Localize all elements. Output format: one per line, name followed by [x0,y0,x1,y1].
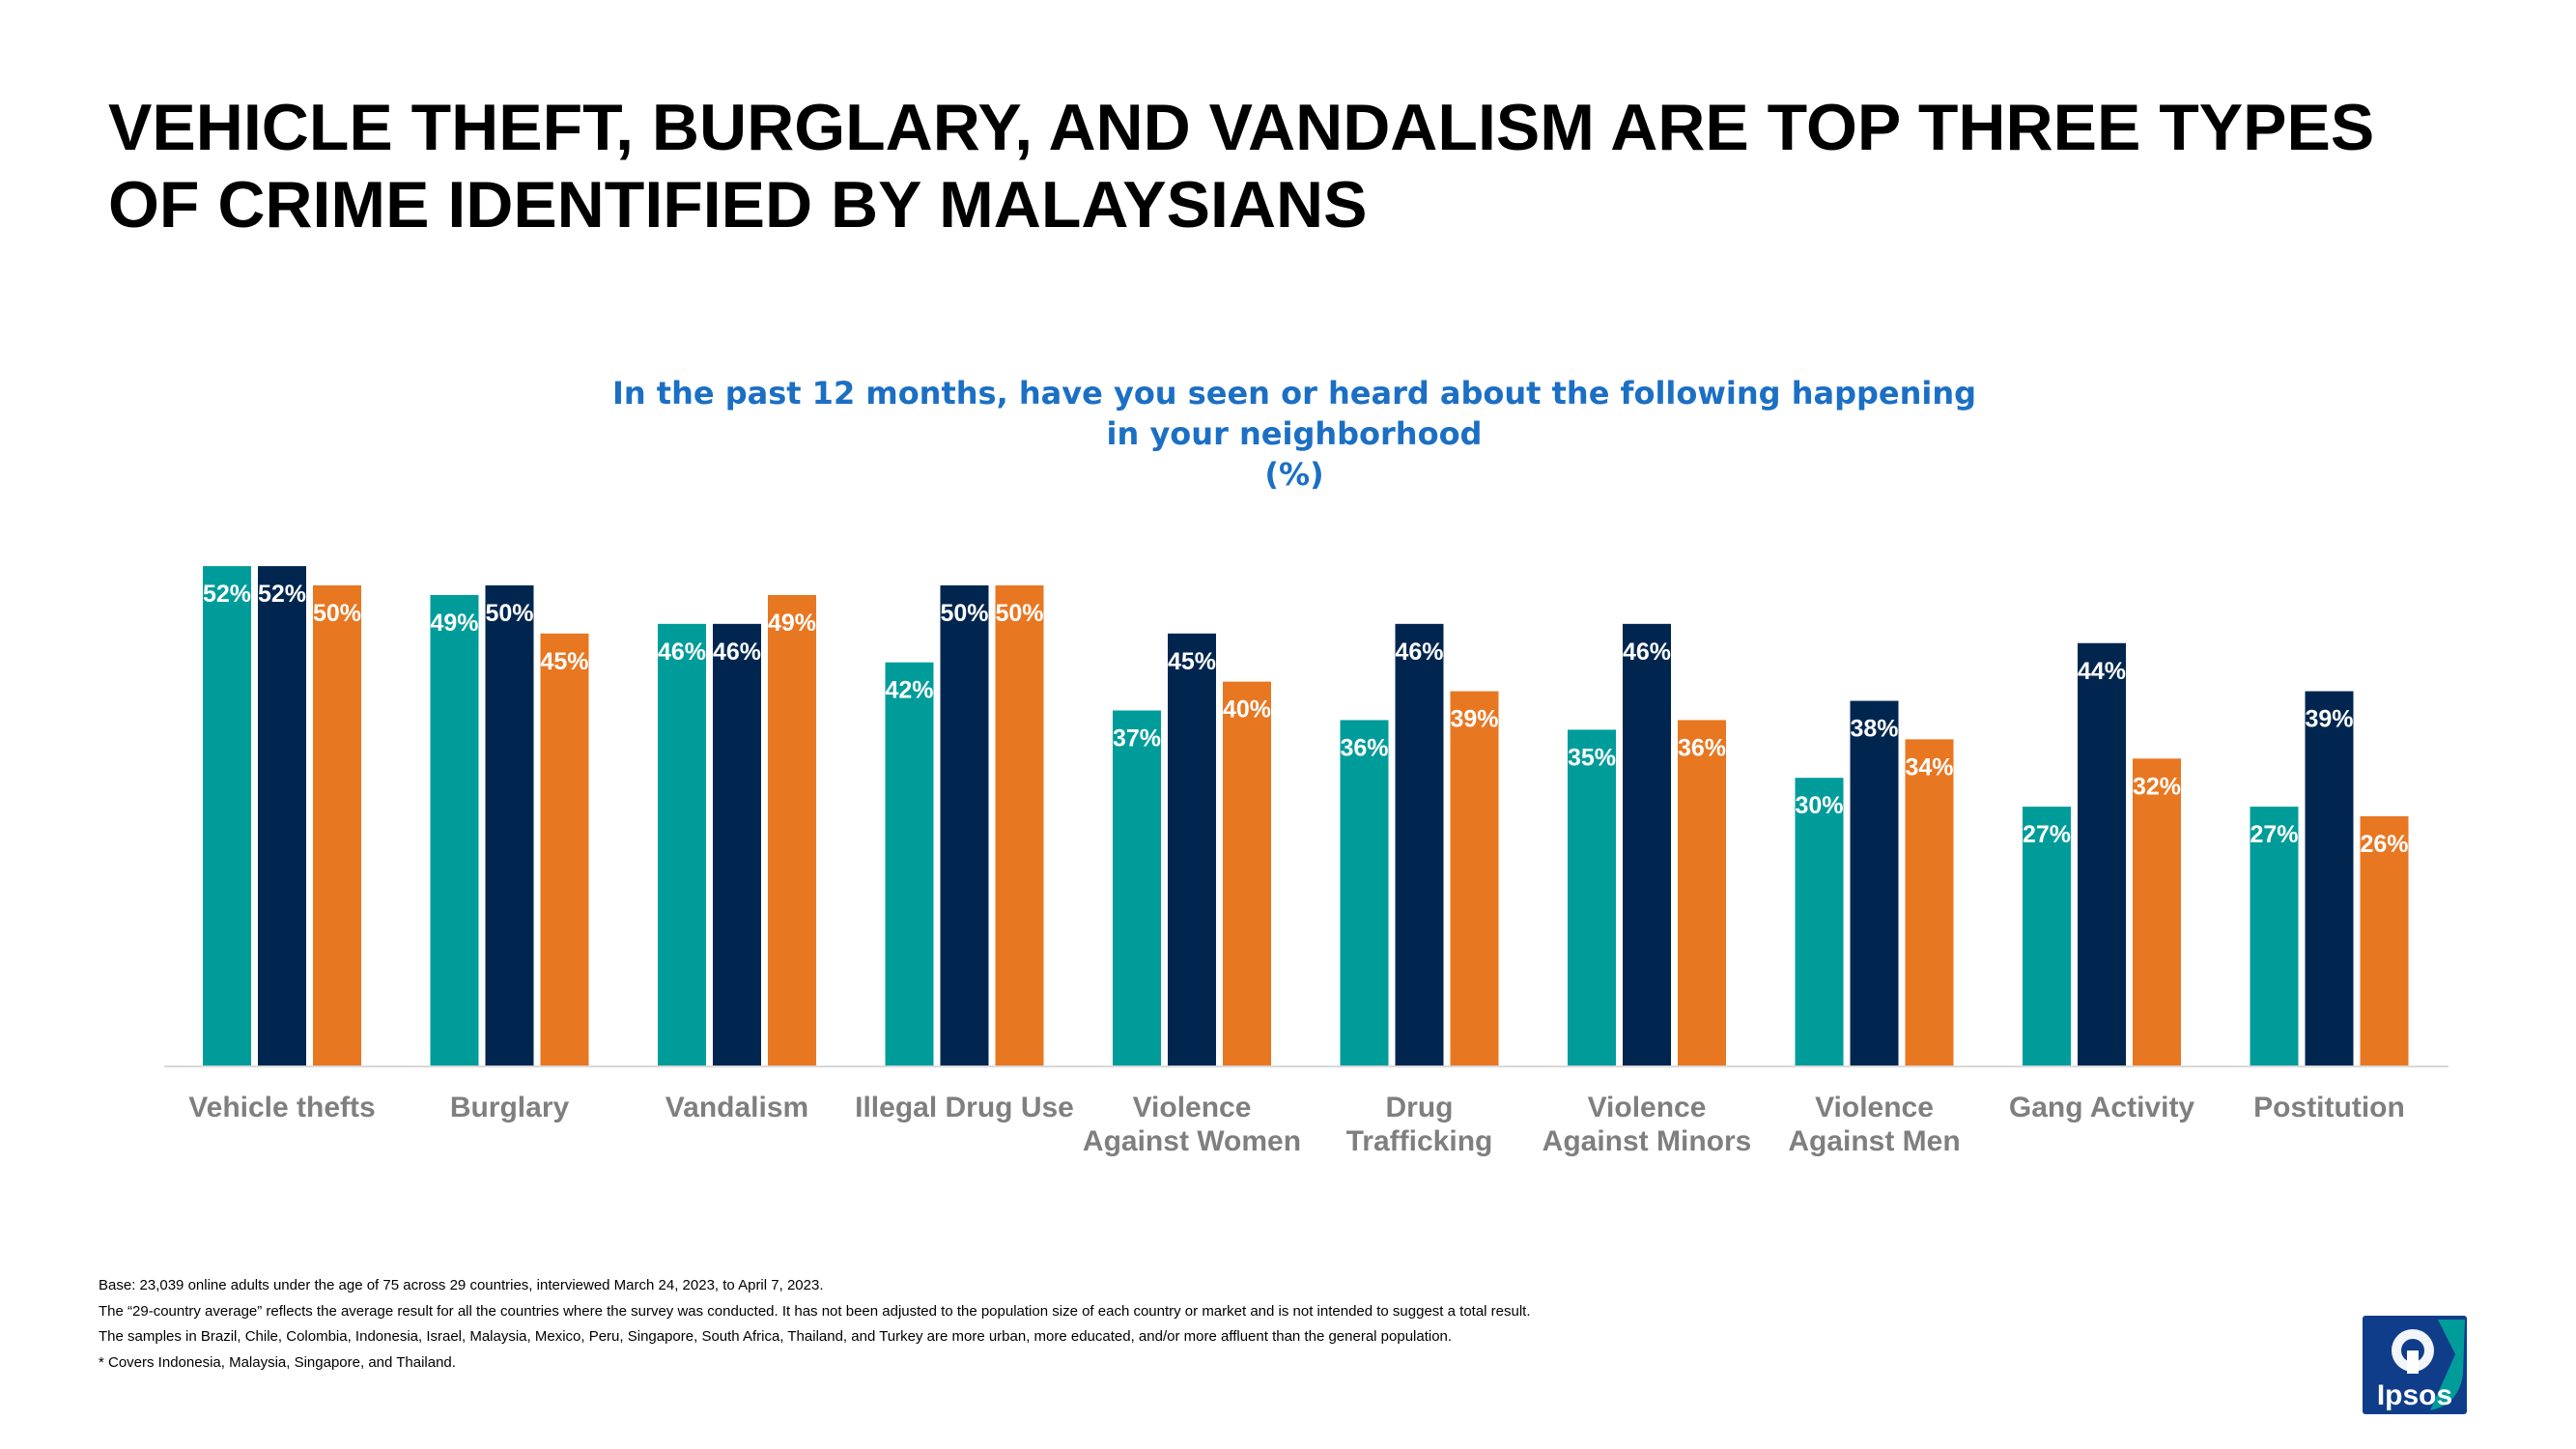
data-label-s3-c3: 49% [768,610,816,637]
data-label-s1-c4: 42% [885,677,933,704]
chart-title: In the past 12 months, have you seen or … [522,373,2067,495]
bar-s3-c9 [2133,758,2181,1066]
data-label-s3-c5: 40% [1223,696,1271,724]
bar-s1-c1 [203,566,251,1066]
category-label-c7-line1: Violence [1588,1092,1707,1123]
bar-s3-c8 [1905,739,1954,1066]
category-label-c2-line1: Burglary [450,1092,570,1123]
bar-s2-c4 [940,585,989,1066]
data-label-s3-c10: 26% [2360,831,2408,858]
chart-title-line-1: In the past 12 months, have you seen or … [611,375,1977,412]
logo-accent-shape [2430,1320,2465,1410]
chart-title-line-2: in your neighborhood [1106,415,1483,452]
chart-title-line-3: (%) [1264,456,1324,493]
data-label-s1-c9: 27% [2023,821,2071,848]
data-label-s2-c4: 50% [940,600,988,627]
data-label-s2-c6: 46% [1395,639,1443,666]
footnotes: Base: 23,039 online adults under the age… [99,1273,2223,1376]
bar-s2-c7 [1623,623,1671,1066]
bar-s2-c2 [485,585,534,1066]
bar-s1-c9 [2023,807,2071,1066]
bar-s1-c8 [1795,778,1844,1066]
bar-s1-c6 [1340,720,1389,1066]
bar-s2-c3 [713,623,761,1066]
footnote-samples: The samples in Brazil, Chile, Colombia, … [99,1328,1453,1345]
bar-s3-c3 [768,594,816,1066]
ipsos-logo: Ipsos [2363,1316,2467,1414]
data-label-s3-c8: 34% [1905,753,1953,781]
page-headline: VEHICLE THEFT, BURGLARY, AND VANDALISM A… [108,89,2426,243]
data-label-s2-c9: 44% [2078,658,2126,685]
data-label-s1-c8: 30% [1795,792,1843,819]
category-label-c5-line2: Against Women [1083,1125,1301,1157]
bar-s2-c6 [1395,623,1444,1066]
footnote-base: Base: 23,039 online adults under the age… [99,1277,824,1293]
bar-chart: 52% 52% 50% Vehicle thefts 49% 50% 45% Burglary… [164,566,2449,1157]
footnote-average: The “29-country average” reflects the av… [99,1302,1531,1320]
headline-line-1: VEHICLE THEFT, BURGLARY, AND VANDALISM A… [108,91,2375,164]
data-label-s1-c1: 52% [203,581,251,608]
category-label-c4-line1: Illegal Drug Use [855,1092,1074,1123]
data-label-s3-c6: 39% [1450,706,1498,733]
bar-s1-c7 [1568,729,1616,1066]
bar-s3-c1 [313,585,361,1066]
bar-s2-c1 [258,566,306,1066]
bar-s3-c5 [1223,681,1271,1066]
data-label-s3-c1: 50% [313,600,361,627]
data-label-s1-c5: 37% [1113,724,1161,752]
logo-swirl-stem [2407,1350,2419,1374]
data-label-s2-c8: 38% [1850,716,1898,743]
bar-s3-c6 [1450,691,1499,1066]
data-label-s1-c7: 35% [1568,744,1616,771]
data-label-s2-c3: 46% [713,639,761,666]
category-label-c8-line1: Violence [1815,1092,1934,1123]
bar-s1-c3 [658,623,706,1066]
category-label-c9-line1: Gang Activity [2009,1092,2195,1123]
data-label-s3-c4: 50% [995,600,1043,627]
bar-s3-c4 [995,585,1044,1066]
bar-s2-c9 [2078,642,2126,1066]
data-label-s2-c5: 45% [1168,648,1216,675]
category-label-c10-line1: Postitution [2253,1092,2405,1123]
bar-s1-c10 [2250,807,2299,1066]
data-label-s1-c2: 49% [430,610,478,637]
category-label-c1-line1: Vehicle thefts [188,1092,375,1123]
category-label-c6-line1: Drug [1386,1092,1454,1123]
logo-wordmark: Ipsos [2377,1379,2452,1411]
bar-s3-c2 [540,633,589,1066]
bar-s3-c10 [2360,816,2409,1066]
data-label-s3-c7: 36% [1678,734,1726,761]
headline-line-2: OF CRIME IDENTIFIED BY MALAYSIANS [108,168,1368,242]
bar-s3-c7 [1678,720,1726,1066]
data-label-s2-c1: 52% [258,581,306,608]
bar-s1-c2 [430,594,479,1066]
category-label-c7-line2: Against Minors [1543,1125,1752,1157]
bar-s2-c5 [1168,633,1216,1066]
data-label-s3-c2: 45% [540,648,588,675]
data-label-s1-c6: 36% [1340,734,1388,761]
bar-s1-c4 [885,662,934,1066]
footnote-coverage: * Covers Indonesia, Malaysia, Singapore,… [99,1353,456,1371]
bar-s2-c8 [1850,700,1899,1066]
data-label-s2-c7: 46% [1623,639,1671,666]
data-label-s1-c10: 27% [2250,821,2298,848]
data-label-s1-c3: 46% [658,639,706,666]
data-label-s2-c10: 39% [2305,706,2353,733]
bar-s1-c5 [1113,710,1161,1066]
category-label-c6-line2: Trafficking [1346,1125,1493,1157]
data-label-s2-c2: 50% [485,600,533,627]
data-label-s3-c9: 32% [2133,773,2181,800]
category-label-c8-line2: Against Men [1788,1125,1960,1157]
category-label-c5-line1: Violence [1133,1092,1252,1123]
category-label-c3-line1: Vandalism [665,1092,808,1123]
bar-s2-c10 [2305,691,2354,1066]
